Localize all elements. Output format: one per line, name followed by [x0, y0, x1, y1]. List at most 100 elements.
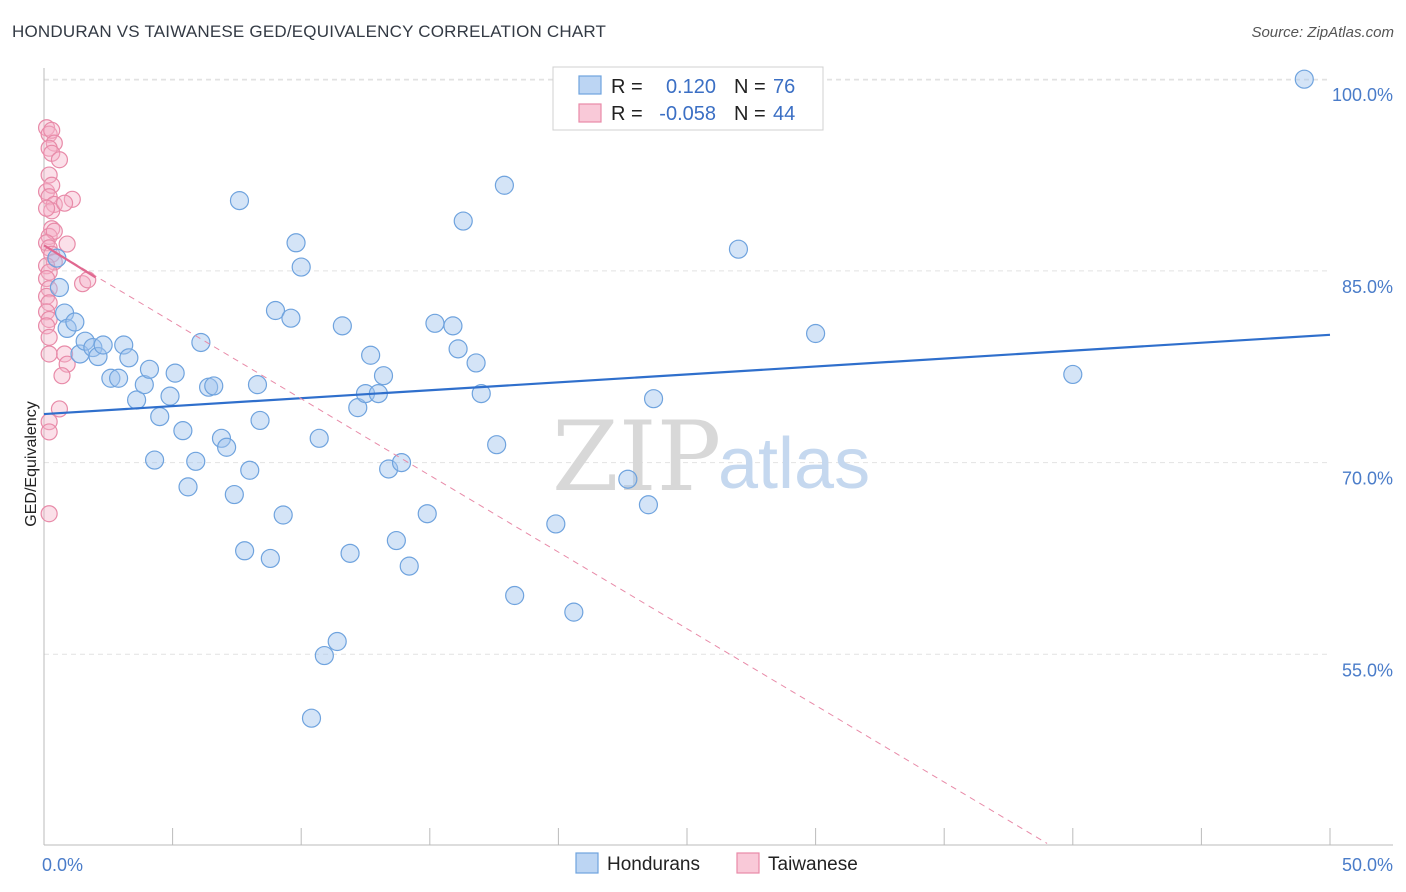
legend-swatch-taiwanese: [578, 103, 602, 123]
taiwanese-point: [37, 199, 56, 217]
honduran-point: [1063, 364, 1083, 385]
y-axis-title: GED/Equivalency: [23, 401, 40, 526]
honduran-point: [564, 602, 584, 622]
taiwanese-point: [40, 166, 58, 184]
legend-r-value-1: 0.120: [666, 76, 716, 98]
watermark: ZIP atlas: [552, 401, 870, 513]
honduran-point: [224, 484, 244, 505]
honduran-point: [247, 375, 268, 395]
honduran-point: [191, 332, 211, 353]
honduran-point: [134, 375, 154, 395]
taiwanese-point: [45, 253, 63, 271]
taiwanese-point: [40, 345, 58, 363]
taiwanese-point: [63, 190, 81, 208]
watermark-atlas: atlas: [718, 424, 870, 504]
honduran-point: [250, 410, 270, 431]
axes: [43, 68, 1393, 846]
honduran-point: [173, 421, 193, 441]
honduran-point: [1294, 69, 1314, 89]
taiwanese-point: [53, 367, 71, 385]
bottom-legend-swatch-hondurans: [575, 852, 599, 874]
honduran-point: [448, 339, 468, 359]
honduran-point: [618, 469, 638, 489]
honduran-point: [101, 368, 121, 388]
honduran-point: [150, 406, 170, 427]
honduran-point: [453, 211, 473, 231]
legend-r-label-1: R =: [611, 76, 643, 98]
legend-r-value-2: -0.058: [659, 103, 716, 125]
honduran-point: [165, 363, 185, 383]
series-legend: Hondurans Taiwanese: [575, 852, 858, 875]
honduran-point: [643, 389, 664, 409]
honduran-point: [235, 541, 255, 561]
taiwanese-point: [55, 194, 74, 212]
taiwanese-point: [37, 269, 56, 288]
x-tick-labels: 0.0% 50.0%: [42, 855, 1393, 875]
bottom-legend-swatch-taiwanese: [736, 852, 760, 874]
honduran-point: [417, 504, 437, 524]
honduran-point: [291, 257, 311, 277]
honduran-point: [265, 300, 286, 321]
legend-swatch-hondurans: [578, 75, 602, 95]
grid-lines: [44, 78, 1330, 655]
hondurans-points: [47, 69, 1314, 728]
honduran-point: [309, 428, 329, 448]
honduran-point: [114, 335, 134, 355]
honduran-point: [471, 383, 491, 404]
honduran-point: [260, 548, 280, 569]
taiwanese-point: [40, 328, 58, 346]
chart-title: HONDURAN VS TAIWANESE GED/EQUIVALENCY CO…: [12, 22, 607, 41]
watermark-zip: ZIP: [552, 401, 721, 513]
honduran-point: [386, 530, 406, 551]
honduran-point: [65, 312, 85, 332]
honduran-point: [327, 631, 347, 652]
taiwanese-point: [40, 505, 58, 523]
source-label: Source: ZipAtlas.com: [1251, 24, 1394, 41]
legend-n-label-1: N =: [734, 76, 766, 98]
taiwanese-point: [50, 151, 69, 169]
honduran-point: [314, 645, 334, 666]
honduran-point: [301, 708, 322, 728]
taiwanese-trend-line: [43, 244, 97, 279]
honduran-point: [211, 428, 232, 448]
bottom-legend-taiwanese: Taiwanese: [768, 854, 858, 875]
honduran-point: [443, 316, 463, 336]
honduran-point: [286, 233, 306, 253]
honduran-point: [229, 191, 250, 211]
taiwanese-point: [45, 134, 63, 152]
honduran-point: [391, 453, 412, 473]
honduran-point: [487, 435, 507, 455]
x-tick-label-min: 0.0%: [42, 855, 83, 875]
bottom-legend-hondurans: Hondurans: [607, 854, 700, 875]
honduran-point: [399, 556, 419, 576]
honduran-point: [332, 316, 352, 336]
honduran-point: [49, 277, 70, 298]
honduran-point: [139, 359, 160, 379]
honduran-point: [425, 313, 445, 333]
x-tick-label-max: 50.0%: [1342, 855, 1393, 875]
honduran-point: [108, 368, 129, 388]
y-tick-label: 70.0%: [1342, 469, 1393, 489]
honduran-point: [240, 460, 260, 480]
honduran-point: [805, 323, 826, 344]
honduran-point: [57, 318, 77, 339]
honduran-point: [505, 585, 525, 606]
honduran-point: [186, 451, 206, 471]
honduran-point: [88, 346, 108, 367]
honduran-point: [273, 505, 293, 525]
honduran-point: [373, 366, 394, 386]
honduran-point: [144, 450, 165, 470]
honduran-point: [204, 376, 224, 396]
honduran-point: [281, 308, 301, 328]
honduran-point: [340, 543, 360, 563]
taiwanese-point: [40, 423, 58, 441]
honduran-point: [160, 386, 180, 406]
honduran-point: [546, 514, 566, 534]
honduran-point: [361, 345, 381, 365]
honduran-point: [638, 495, 659, 515]
honduran-point: [494, 175, 514, 195]
honduran-point: [75, 331, 95, 351]
honduran-point: [466, 353, 486, 373]
honduran-point: [119, 348, 139, 368]
legend-r-label-2: R =: [611, 103, 643, 125]
